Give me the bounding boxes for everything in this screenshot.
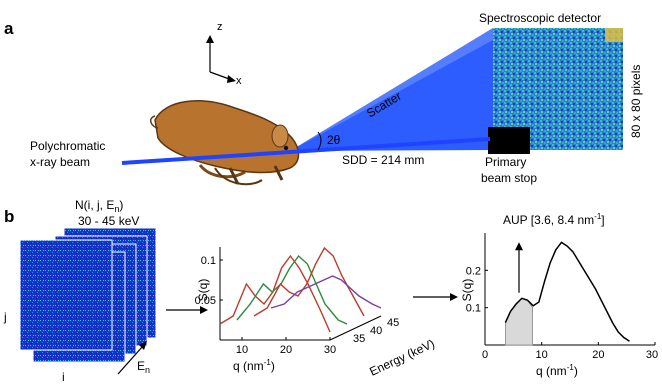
beamstop-label-line2: beam stop xyxy=(481,171,537,185)
chart2-xtick-label: 0 xyxy=(482,349,488,361)
axis-x-label: x xyxy=(236,75,242,87)
chart1-xtick-label: 10 xyxy=(236,344,248,356)
chart2-xtick-label: 10 xyxy=(536,349,548,361)
arrow-to-spectra-head xyxy=(200,306,208,314)
stack-title: N(i, j, En) xyxy=(75,198,123,214)
energy-axis-arrowhead xyxy=(139,341,147,350)
chart1-ytick-label: 0.1 xyxy=(201,255,216,267)
chart2-xtick-label: 30 xyxy=(646,349,658,361)
coordinate-axes: z x xyxy=(206,21,242,87)
chart1-ztick-label: 45 xyxy=(387,317,399,329)
axis-z-label: z xyxy=(217,21,223,33)
beamstop-label-line1: Primary xyxy=(485,155,526,169)
stack-axis-j: j xyxy=(3,310,7,324)
stack-axis-i: i xyxy=(62,370,65,384)
angle-arc xyxy=(317,131,322,151)
chart1-xtick-label: 20 xyxy=(280,344,292,356)
pixels-label: 80 x 80 pixels xyxy=(629,65,643,138)
sq-waterfall-chart: 0.05 0.1 10 20 30 35 40 45 S(q) q (nm-1) Energy (k… xyxy=(195,246,437,379)
x-ray-beam xyxy=(121,137,491,165)
chart1-ylabel: S(q) xyxy=(196,279,210,302)
detector-image-stack xyxy=(19,227,157,363)
chart2-aup-area xyxy=(504,297,533,346)
chart2-ylabel: S(q) xyxy=(460,279,474,302)
detector-label: Spectroscopic detector xyxy=(479,11,601,25)
chart1-ztick-label: 35 xyxy=(353,333,365,345)
stack-energy-range: 30 - 45 keV xyxy=(78,214,139,228)
chart2-xlabel: q (nm-1) xyxy=(536,363,578,378)
chart1-ztick-label: 40 xyxy=(370,325,382,337)
chart1-xtick-label: 30 xyxy=(324,344,336,356)
chart1-xlabel: q (nm-1) xyxy=(233,358,275,373)
chart2-xtick-label: 20 xyxy=(592,349,604,361)
chart1-zlabel: Energy (keV) xyxy=(367,336,436,378)
chart1-series-30kev xyxy=(219,254,331,333)
chart2-ytick-label: 0.1 xyxy=(466,303,481,315)
primary-beam-stop xyxy=(488,127,530,154)
arrow-to-aup-head xyxy=(450,293,458,301)
chart1-ytick-label: 0.05 xyxy=(195,295,216,307)
chart2-ytick-label: 0.2 xyxy=(466,265,481,277)
energy-axis-arrow xyxy=(117,345,144,375)
panel-a-label: a xyxy=(4,19,14,38)
detector-hotspot xyxy=(605,28,623,42)
chart2-aup-arrowhead xyxy=(515,242,523,251)
panel-b-label: b xyxy=(4,207,14,226)
stack-axis-e: En xyxy=(137,359,150,375)
chart1-series-35kev xyxy=(236,254,348,325)
aup-label: AUP [3.6, 8.4 nm-1] xyxy=(503,212,605,227)
source-label-line1: Polychromatic xyxy=(30,139,105,153)
chart1-series-45kev xyxy=(270,275,382,309)
sq-aup-chart: 0.1 0.2 0 10 20 30 S(q) q (nm-1) xyxy=(460,233,658,378)
sdd-label: SDD = 214 mm xyxy=(342,153,424,167)
angle-label: 2θ xyxy=(327,133,341,147)
chart1-energy-axis xyxy=(329,315,382,341)
chart2-sq-line xyxy=(504,241,630,342)
mouse-illustration xyxy=(150,100,300,186)
chart1-series-40kev xyxy=(253,246,365,317)
source-label-line2: x-ray beam xyxy=(30,155,90,169)
scatter-cone-highlight xyxy=(290,28,493,151)
